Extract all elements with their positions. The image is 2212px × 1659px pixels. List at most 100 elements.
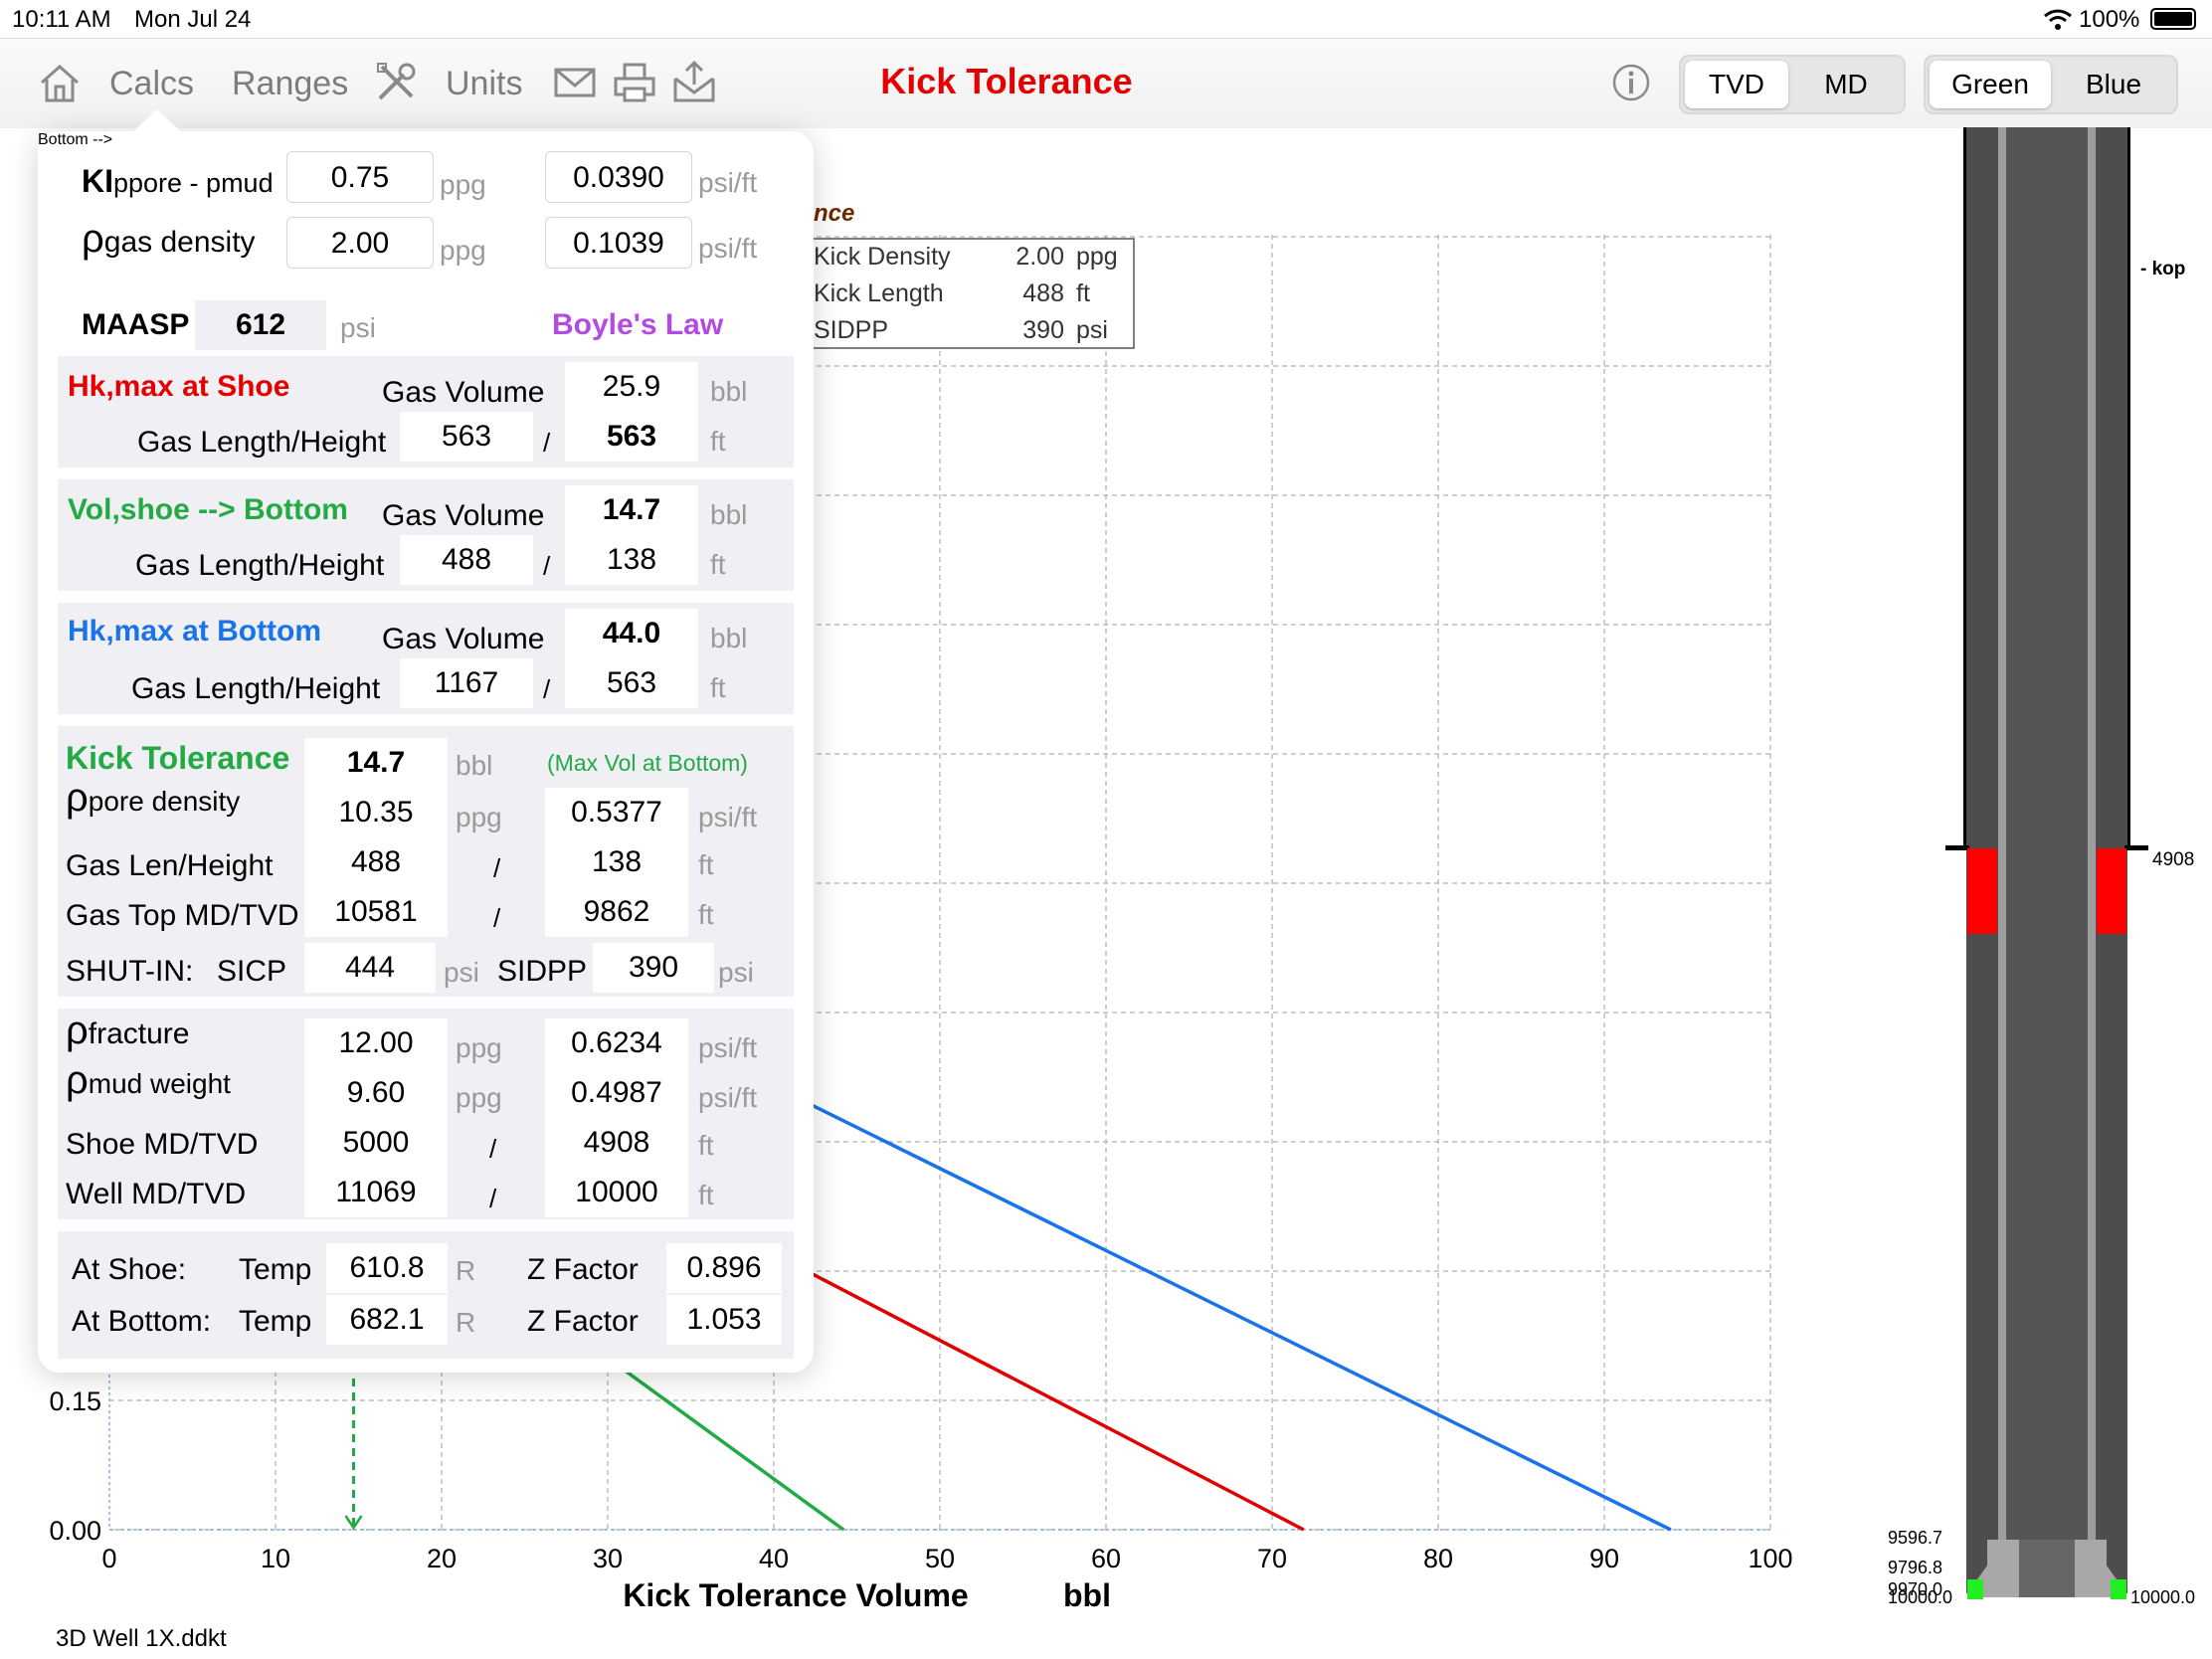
- fracture-gradient: 0.6234: [545, 1018, 688, 1068]
- hk-shoe-slash: /: [543, 428, 551, 458]
- kick-tolerance-note: (Max Vol at Bottom): [547, 750, 748, 776]
- ki-ppg-input[interactable]: 0.75: [286, 151, 434, 203]
- hk-shoe-section: Hk,max at Shoe Gas Volume 25.9 bbl Gas L…: [58, 356, 794, 467]
- tvd-segment[interactable]: TVD: [1685, 61, 1788, 108]
- ki-gradient-input[interactable]: 0.0390: [545, 151, 692, 203]
- blue-segment[interactable]: Blue: [2085, 69, 2142, 99]
- kop-label: - kop: [2140, 259, 2185, 279]
- bottom-z-label: Z Factor: [527, 1305, 639, 1338]
- legend-value-kick-length: 488: [1022, 279, 1064, 307]
- mail-icon[interactable]: [553, 61, 597, 104]
- kick-bottom-right: [2111, 1579, 2126, 1599]
- x-tick-label: 90: [1589, 1544, 1619, 1573]
- legend-label-kick-length: Kick Length: [814, 279, 944, 307]
- gas-density-label: ρgas density: [82, 217, 256, 261]
- ki-ppg-unit: ppg: [440, 169, 486, 200]
- info-icon[interactable]: [1609, 61, 1653, 104]
- hk-bottom-slash: /: [543, 674, 551, 704]
- x-axis-unit: bbl: [1063, 1577, 1111, 1613]
- hk-bottom-volume: 44.0: [565, 609, 698, 658]
- boyles-law-link[interactable]: Boyle's Law: [552, 308, 724, 341]
- shoe-temp: 610.8: [326, 1243, 448, 1293]
- gas-top-tvd: 9862: [545, 887, 688, 937]
- depth-label-4: 10000.0: [1888, 1587, 1952, 1607]
- bit-body: [2019, 1540, 2075, 1597]
- temperature-section: At Shoe: Temp 610.8 R Z Factor 0.896 At …: [58, 1231, 794, 1359]
- mud-weight-label: ρmud weight: [66, 1058, 231, 1102]
- vol-shoe-volume: 14.7: [565, 485, 698, 535]
- hk-bottom-section: Hk,max at Bottom Gas Volume 44.0 bbl Gas…: [58, 603, 794, 714]
- ranges-button[interactable]: Ranges: [232, 65, 349, 102]
- shoe-z-label: Z Factor: [527, 1253, 639, 1286]
- vol-shoe-volume-label: Gas Volume: [382, 499, 545, 532]
- casing-right: [2127, 127, 2130, 849]
- chart-title: nce: [814, 200, 854, 227]
- kick-gas-right: [2097, 848, 2126, 934]
- well-unit: ft: [698, 1180, 714, 1210]
- hk-shoe-volume: 25.9: [565, 362, 698, 412]
- calcs-button[interactable]: Calcs: [109, 65, 195, 102]
- fracture-ppg: 12.00: [304, 1018, 448, 1068]
- gas-top-label: Gas Top MD/TVD: [66, 899, 299, 932]
- hk-shoe-title: Hk,max at Shoe: [68, 370, 290, 403]
- md-segment[interactable]: MD: [1824, 69, 1868, 99]
- shoe-temp-label: Temp: [239, 1253, 312, 1286]
- file-name: 3D Well 1X.ddkt: [56, 1625, 227, 1652]
- x-tick-label: 40: [759, 1544, 789, 1573]
- fracture-ppg-unit: ppg: [456, 1032, 502, 1063]
- shut-in-label: SHUT-IN:: [66, 955, 194, 988]
- drillstring-bore: [2006, 127, 2088, 1540]
- depth-label-2: 9796.8: [1888, 1558, 1942, 1577]
- casing-left: [1963, 127, 1966, 849]
- series-line-1: [761, 1246, 1305, 1532]
- shoe-md: 5000: [304, 1118, 448, 1168]
- hk-bottom-length-unit: ft: [710, 672, 726, 703]
- vol-shoe-length-unit: ft: [710, 549, 726, 580]
- hk-bottom-length-label: Gas Length/Height: [131, 672, 381, 705]
- kick-gas-left: [1967, 848, 1997, 934]
- sidpp-label: SIDPP: [497, 955, 588, 988]
- green-segment[interactable]: Green: [1930, 61, 2051, 108]
- kick-tolerance-title: Kick Tolerance: [66, 740, 290, 776]
- bottom-z-factor: 1.053: [666, 1295, 782, 1345]
- units-button[interactable]: Units: [446, 65, 523, 102]
- pore-density-gradient: 0.5377: [545, 788, 688, 837]
- maasp-label: MAASP: [82, 308, 190, 341]
- well-md: 11069: [304, 1168, 448, 1217]
- shoe-md-tvd-label: Shoe MD/TVD: [66, 1128, 259, 1161]
- pore-density-ppg: 10.35: [304, 788, 448, 837]
- status-time: 10:11 AM: [12, 6, 111, 33]
- pore-density-ppg-unit: ppg: [456, 802, 502, 832]
- gas-density-ppg-input[interactable]: 2.00: [286, 217, 434, 269]
- shoe-unit: ft: [698, 1130, 714, 1161]
- kick-tolerance-section: Kick Tolerance 14.7 bbl (Max Vol at Bott…: [58, 726, 794, 997]
- well-md-tvd-label: Well MD/TVD: [66, 1178, 247, 1210]
- series-line-0: [595, 1348, 845, 1532]
- ki-gradient-unit: psi/ft: [698, 167, 758, 198]
- legend-value-sidpp: 390: [1022, 316, 1064, 344]
- bottom-temp-unit: R: [456, 1307, 476, 1338]
- chart-legend: Kick Density 2.00 ppg Kick Length 488 ft…: [805, 238, 1135, 349]
- hk-bottom-height: 563: [565, 658, 698, 708]
- x-tick-label: 80: [1423, 1544, 1453, 1573]
- tools-icon[interactable]: [374, 61, 418, 104]
- sicp-unit: psi: [444, 957, 479, 988]
- shoe-slash: /: [489, 1134, 497, 1164]
- mud-weight-ppg: 9.60: [304, 1068, 448, 1118]
- home-icon[interactable]: [38, 61, 82, 104]
- x-axis-label: Kick Tolerance Volume: [623, 1577, 968, 1613]
- gas-density-gradient-input[interactable]: 0.1039: [545, 217, 692, 269]
- at-shoe-label: At Shoe:: [72, 1253, 187, 1286]
- legend-label-sidpp: SIDPP: [814, 316, 888, 344]
- vol-shoe-volume-unit: bbl: [710, 499, 748, 530]
- print-icon[interactable]: [613, 61, 656, 104]
- kt-length-label: Gas Len/Height: [66, 849, 274, 882]
- drillstring-left-wall: [1998, 127, 2006, 1540]
- wellbore-diagram: - kop 4908 9596.7 9796.8 9970.0 10000.0 …: [1888, 127, 2195, 1607]
- maasp-value: 612: [195, 300, 326, 350]
- x-tick-label: 30: [593, 1544, 623, 1573]
- export-icon[interactable]: [672, 61, 716, 104]
- hk-shoe-length-unit: ft: [710, 426, 726, 457]
- x-tick-label: 20: [427, 1544, 457, 1573]
- nav-bar: Calcs Ranges Units Kick Tolerance TVD MD…: [0, 38, 2212, 128]
